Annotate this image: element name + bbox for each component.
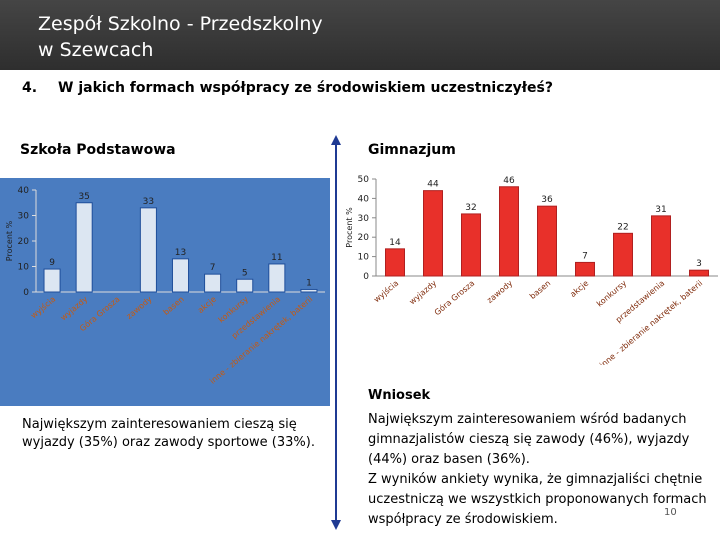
- y-tick-label: 0: [363, 272, 369, 282]
- value-label: 22: [617, 222, 628, 232]
- y-tick-label: 20: [18, 237, 30, 247]
- conclusion-paragraph: Największym zainteresowaniem wśród badan…: [368, 412, 690, 467]
- question-number: 4.: [22, 80, 38, 96]
- y-tick-label: 30: [358, 214, 370, 224]
- y-tick-label: 50: [358, 175, 370, 185]
- y-tick-label: 40: [18, 186, 30, 196]
- x-tick-label: konkursy: [595, 278, 629, 308]
- bar: [385, 248, 405, 277]
- value-label: 33: [143, 197, 154, 207]
- y-tick-label: 10: [358, 253, 370, 263]
- y-tick-label: 40: [358, 194, 370, 204]
- value-label: 1: [306, 278, 312, 288]
- value-label: 5: [242, 268, 248, 278]
- y-tick-label: 10: [18, 263, 30, 273]
- title-line: w Szewcach: [38, 39, 154, 61]
- value-label: 46: [503, 176, 515, 186]
- x-tick-label: wyjazdy: [408, 278, 439, 306]
- bar: [236, 278, 254, 293]
- bar: [300, 288, 318, 293]
- chart: Procent %010203040wyjścia9wyjazdy35Góra …: [0, 178, 330, 406]
- bar: [575, 261, 595, 277]
- bar: [613, 232, 633, 277]
- bar: [499, 186, 519, 277]
- value-label: 9: [49, 258, 55, 268]
- value-label: 13: [175, 248, 186, 258]
- bar: [651, 215, 671, 277]
- conclusion-paragraph: Z wyników ankiety wynika, że gimnazjaliś…: [368, 472, 707, 527]
- x-tick-label: zawody: [485, 278, 514, 305]
- title-line: Zespół Szkolno - Przedszkolny: [38, 13, 323, 35]
- bar: [423, 190, 443, 277]
- divider-arrow: [331, 135, 341, 530]
- page-number: 10: [664, 507, 677, 518]
- bar: [268, 263, 286, 293]
- y-tick-label: 30: [18, 212, 30, 222]
- y-axis-label: Procent %: [5, 220, 14, 261]
- bar: [75, 202, 93, 293]
- bar: [43, 268, 61, 293]
- y-axis-label: Procent %: [346, 207, 354, 248]
- value-label: 14: [389, 238, 401, 248]
- y-tick-label: 0: [23, 288, 29, 298]
- chart: Procent % 0 10 20 30 40 50 wyjścia 14 wyjazdy 44 Gó…: [346, 175, 718, 365]
- bar: [537, 205, 557, 277]
- bar: [139, 207, 157, 293]
- x-tick-label: Góra Grosza: [432, 278, 476, 317]
- value-label: 7: [210, 263, 216, 273]
- left-conclusion: Największym zainteresowaniem cieszą się …: [22, 417, 315, 450]
- bar: [171, 258, 190, 293]
- bar: [689, 269, 709, 277]
- header: Zespół Szkolno - Przedszkolny w Szewcach: [0, 0, 720, 70]
- value-label: 44: [427, 180, 439, 190]
- chart-title: Szkoła Podstawowa: [20, 142, 176, 158]
- value-label: 11: [271, 253, 282, 263]
- value-label: 35: [78, 192, 89, 202]
- question-text: W jakich formach współpracy ze środowisk…: [58, 80, 553, 96]
- bar: [204, 273, 222, 293]
- value-label: 36: [541, 195, 553, 205]
- value-label: 3: [696, 259, 702, 269]
- x-tick-label: basen: [528, 279, 552, 301]
- x-tick-label: akcje: [568, 279, 590, 299]
- bar: [461, 213, 481, 277]
- conclusion-heading: Wniosek: [368, 388, 431, 403]
- value-label: 32: [465, 203, 476, 213]
- chart-title: Gimnazjum: [368, 142, 456, 158]
- x-tick-label: wyjścia: [371, 278, 400, 304]
- value-label: 7: [582, 251, 588, 261]
- value-label: 31: [655, 205, 666, 215]
- y-tick-label: 20: [358, 233, 370, 243]
